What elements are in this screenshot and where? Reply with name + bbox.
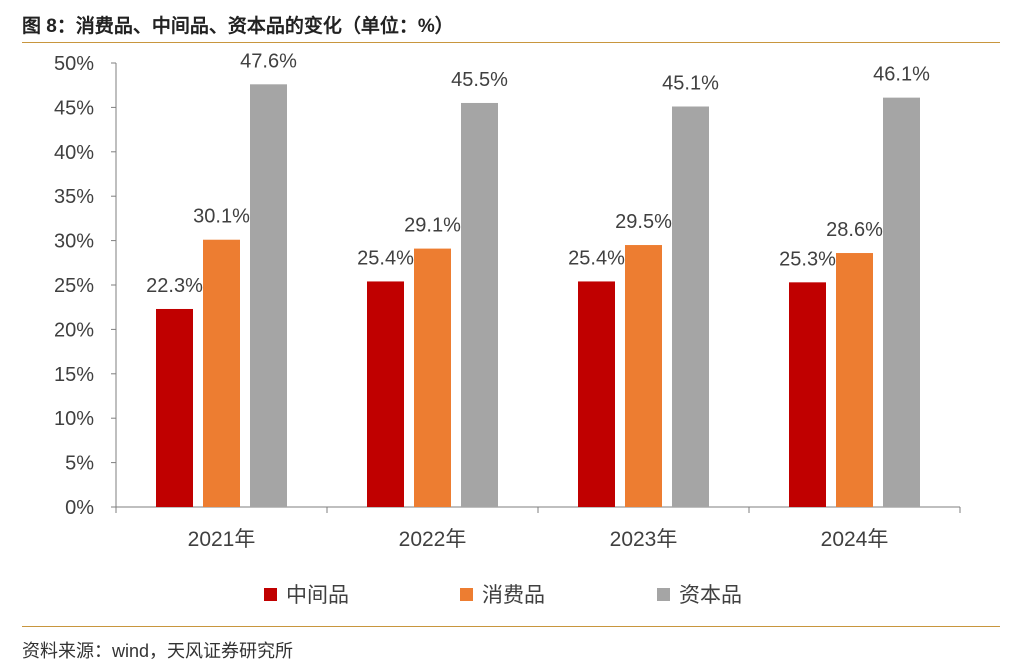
bar-1 bbox=[789, 282, 826, 507]
x-tick-label: 2021年 bbox=[188, 528, 256, 551]
data-label: 45.5% bbox=[451, 69, 508, 91]
y-tick-label: 35% bbox=[54, 186, 94, 208]
bar-3 bbox=[461, 102, 498, 508]
y-tick-label: 50% bbox=[54, 53, 94, 75]
y-tick-label: 25% bbox=[54, 275, 94, 297]
data-label: 45.1% bbox=[662, 73, 719, 95]
bar-3 bbox=[250, 84, 287, 507]
data-label: 28.6% bbox=[826, 219, 883, 241]
source-divider bbox=[22, 626, 1000, 627]
y-tick-label: 0% bbox=[65, 497, 94, 519]
legend-label: 中间品 bbox=[286, 584, 349, 607]
legend-swatch bbox=[460, 588, 473, 601]
y-tick-label: 5% bbox=[65, 453, 94, 475]
data-label: 29.1% bbox=[404, 215, 461, 237]
bar-3 bbox=[883, 97, 920, 507]
bar-1 bbox=[156, 308, 193, 507]
bar-2 bbox=[414, 248, 451, 508]
data-label: 30.1% bbox=[193, 206, 250, 228]
data-label: 25.4% bbox=[568, 247, 625, 269]
y-tick-label: 15% bbox=[54, 364, 94, 386]
y-tick-label: 40% bbox=[54, 142, 94, 164]
x-tick-label: 2022年 bbox=[399, 528, 467, 551]
bar-1 bbox=[367, 281, 404, 507]
legend-swatch bbox=[657, 588, 670, 601]
bar-2 bbox=[203, 239, 240, 507]
data-label: 22.3% bbox=[146, 275, 203, 297]
bar-1 bbox=[578, 281, 615, 507]
x-tick-label: 2024年 bbox=[821, 528, 889, 551]
x-tick-label: 2023年 bbox=[610, 528, 678, 551]
bar-chart: 0% 5% 10% 15% 20% 25% 30% 35% 40% 45% 50% 22.3% 30.1… bbox=[54, 50, 961, 607]
data-label: 25.4% bbox=[357, 247, 414, 269]
y-tick-label: 30% bbox=[54, 231, 94, 253]
bar-2 bbox=[836, 253, 873, 507]
y-tick-label: 10% bbox=[54, 408, 94, 430]
data-label: 47.6% bbox=[240, 50, 297, 72]
chart-title: 图 8：消费品、中间品、资本品的变化（单位：%） bbox=[22, 16, 454, 37]
legend-label: 资本品 bbox=[679, 584, 742, 607]
data-label: 29.5% bbox=[615, 211, 672, 233]
y-tick-label: 20% bbox=[54, 319, 94, 341]
legend-swatch bbox=[264, 588, 277, 601]
data-label: 25.3% bbox=[779, 248, 836, 270]
y-tick-label: 45% bbox=[54, 97, 94, 119]
data-label: 46.1% bbox=[873, 64, 930, 86]
bar-3 bbox=[672, 106, 709, 508]
bar-2 bbox=[625, 245, 662, 508]
legend-label: 消费品 bbox=[482, 584, 545, 607]
source-note: 资料来源：wind，天风证券研究所 bbox=[22, 641, 294, 661]
title-divider bbox=[22, 42, 1000, 43]
